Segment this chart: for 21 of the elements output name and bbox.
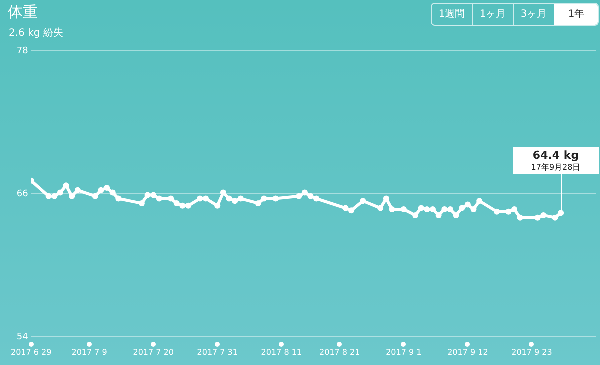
callout: 64.4 kg 17年9月28日 (513, 147, 599, 214)
x-tick-label: 2017 9 12 (448, 348, 488, 357)
x-tick-label: 2017 7 20 (133, 348, 174, 357)
y-tick-label: 78 (16, 46, 29, 56)
text: 1週間 (438, 8, 466, 22)
text: 3ヶ月 (513, 4, 554, 25)
x-tick-label: 2017 8 11 (261, 348, 302, 357)
chart-subtitle: 2.6 kg 紛失 (9, 26, 64, 40)
text: 1年 (554, 4, 598, 25)
chart-title: 体重 (8, 3, 38, 22)
x-tick-label: 2017 7 31 (197, 348, 238, 357)
x-tick-label: 2017 9 23 (512, 348, 552, 357)
x-tick-label: 2017 8 21 (320, 348, 360, 357)
y-tick-label: 66 (16, 189, 29, 200)
y-tick-label: 54 (16, 332, 29, 342)
annotation: 64.4 kg (532, 149, 580, 162)
text: 1ヶ月 (472, 4, 513, 25)
annotation: 17年9月28日 (531, 162, 581, 174)
x-tick-label: 2017 7 9 (72, 348, 108, 357)
x-tick-label: 2017 6 29 (11, 348, 52, 357)
x-tick-label: 2017 9 1 (386, 348, 422, 357)
